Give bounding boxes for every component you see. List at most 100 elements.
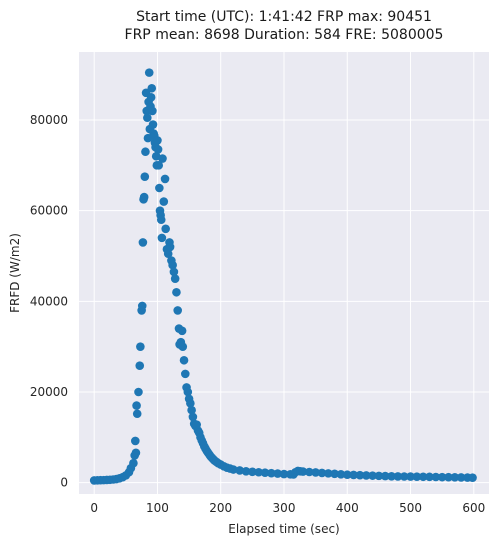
data-point bbox=[412, 472, 422, 481]
data-point bbox=[132, 401, 141, 410]
data-point bbox=[181, 369, 190, 379]
data-point bbox=[172, 287, 181, 297]
data-point bbox=[137, 301, 147, 311]
data-point bbox=[241, 467, 251, 476]
data-point bbox=[131, 448, 141, 458]
y-tick-label: 20000 bbox=[30, 385, 68, 399]
data-point bbox=[188, 412, 198, 422]
data-point bbox=[144, 68, 154, 77]
data-point bbox=[158, 154, 167, 163]
data-point bbox=[160, 174, 170, 184]
gridlines bbox=[79, 52, 489, 494]
data-point bbox=[147, 83, 157, 93]
data-point bbox=[148, 120, 158, 129]
data-point bbox=[267, 468, 276, 478]
data-point bbox=[279, 469, 289, 479]
data-point bbox=[146, 93, 156, 102]
y-tick-label: 60000 bbox=[30, 204, 68, 218]
data-point bbox=[132, 409, 142, 419]
data-point bbox=[431, 472, 441, 482]
data-point bbox=[179, 355, 189, 365]
data-point bbox=[248, 467, 257, 477]
data-point bbox=[178, 342, 188, 351]
data-point bbox=[157, 233, 167, 243]
data-point bbox=[260, 468, 270, 477]
data-point bbox=[380, 471, 390, 481]
data-point bbox=[159, 197, 169, 206]
x-tick-label: 300 bbox=[273, 501, 296, 515]
data-point bbox=[368, 471, 377, 480]
data-point bbox=[330, 469, 339, 479]
data-point bbox=[361, 471, 371, 480]
data-point bbox=[406, 472, 415, 481]
data-point bbox=[148, 106, 157, 116]
data-point bbox=[129, 458, 138, 468]
data-point bbox=[342, 470, 352, 480]
x-tick-label: 100 bbox=[146, 501, 169, 515]
data-point bbox=[444, 472, 453, 482]
y-tick-labels: 0 20000 40000 60000 80000 bbox=[30, 113, 68, 490]
data-point bbox=[154, 161, 164, 170]
data-point bbox=[425, 472, 434, 482]
data-point bbox=[393, 472, 403, 481]
data-points bbox=[89, 68, 477, 485]
data-point bbox=[273, 469, 282, 478]
data-point bbox=[140, 172, 150, 181]
data-point bbox=[387, 472, 396, 481]
data-point bbox=[355, 470, 365, 480]
data-point bbox=[131, 436, 140, 446]
data-point bbox=[418, 472, 428, 482]
x-tick-label: 200 bbox=[209, 501, 232, 515]
data-point bbox=[374, 471, 384, 481]
data-point bbox=[138, 238, 148, 247]
y-tick-label: 40000 bbox=[30, 294, 68, 308]
data-point bbox=[437, 472, 447, 482]
data-point bbox=[349, 470, 358, 480]
data-point bbox=[161, 224, 170, 234]
data-point bbox=[155, 183, 164, 193]
data-point bbox=[399, 472, 409, 481]
x-axis-label: Elapsed time (sec) bbox=[228, 522, 339, 536]
data-point bbox=[163, 249, 173, 259]
data-point bbox=[183, 387, 193, 397]
data-point bbox=[156, 215, 166, 225]
data-point bbox=[311, 468, 320, 477]
x-tick-label: 500 bbox=[399, 501, 422, 515]
data-point bbox=[165, 242, 175, 252]
data-point bbox=[139, 192, 149, 202]
data-point bbox=[229, 465, 238, 474]
data-point bbox=[450, 473, 460, 482]
y-axis-label: FRFD (W/m2) bbox=[8, 233, 22, 313]
data-point bbox=[336, 469, 346, 479]
data-point bbox=[305, 467, 314, 477]
data-point bbox=[135, 361, 145, 371]
data-point bbox=[468, 473, 477, 482]
data-point bbox=[235, 466, 245, 475]
data-point bbox=[153, 136, 162, 145]
data-point bbox=[173, 306, 182, 315]
data-point bbox=[298, 467, 308, 476]
data-point bbox=[187, 405, 196, 415]
data-point bbox=[317, 468, 327, 478]
x-tick-labels: 0 100 200 300 400 500 600 bbox=[90, 501, 485, 515]
data-point bbox=[177, 326, 187, 336]
data-point bbox=[456, 473, 466, 482]
data-point bbox=[143, 113, 152, 123]
data-point bbox=[141, 147, 150, 157]
chart-title-line-2: FRP mean: 8698 Duration: 584 FRE: 508000… bbox=[125, 27, 444, 43]
chart-title-line-1: Start time (UTC): 1:41:42 FRP max: 90451 bbox=[136, 9, 432, 25]
data-point bbox=[254, 467, 263, 477]
data-point bbox=[153, 145, 163, 154]
data-point bbox=[169, 267, 179, 277]
data-point bbox=[134, 387, 143, 397]
data-point bbox=[170, 274, 180, 283]
x-tick-label: 400 bbox=[336, 501, 359, 515]
data-point bbox=[136, 342, 145, 351]
data-point bbox=[323, 469, 333, 478]
y-tick-label: 0 bbox=[60, 476, 68, 490]
y-tick-label: 80000 bbox=[30, 113, 68, 127]
data-point bbox=[186, 399, 195, 408]
x-tick-label: 600 bbox=[462, 501, 485, 515]
x-tick-label: 0 bbox=[90, 501, 98, 515]
